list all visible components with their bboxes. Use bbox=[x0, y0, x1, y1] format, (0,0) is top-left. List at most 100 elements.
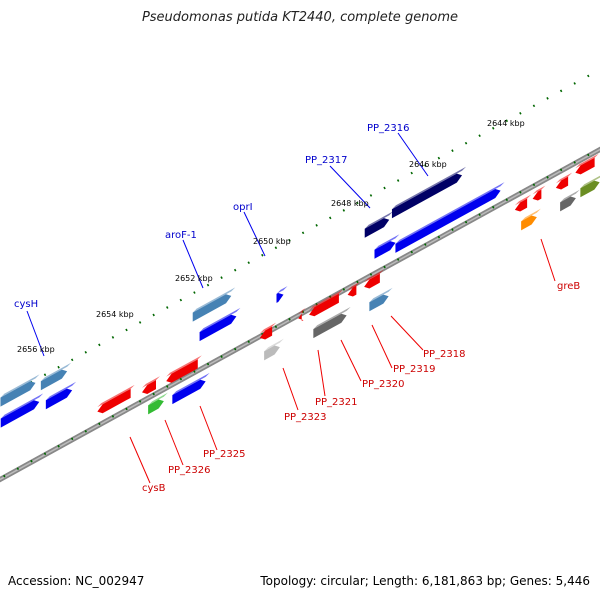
gene-label-pp2316[interactable]: PP_2316 bbox=[367, 123, 410, 134]
gene-label-pp2318[interactable]: PP_2318 bbox=[423, 349, 466, 360]
callout-line bbox=[129, 436, 151, 484]
scale-tick bbox=[125, 328, 128, 332]
scale-tick bbox=[274, 325, 278, 329]
scale-tick bbox=[152, 313, 155, 317]
gene-cysh-outer[interactable] bbox=[40, 362, 72, 391]
gene-pp2326-b[interactable] bbox=[148, 392, 168, 415]
gene-label-greb[interactable]: greB bbox=[557, 281, 580, 292]
scale-tick bbox=[424, 164, 427, 167]
scale-tick bbox=[220, 355, 223, 358]
scale-tick bbox=[369, 273, 373, 276]
gene-label-opri[interactable]: oprI bbox=[233, 202, 253, 213]
scale-tick bbox=[43, 452, 47, 456]
callout-line bbox=[329, 165, 371, 209]
scale-tick bbox=[3, 474, 6, 478]
gene-pp2325-b[interactable] bbox=[172, 372, 210, 405]
gene-cysh-left[interactable] bbox=[0, 374, 40, 407]
gene-arof1-outer[interactable] bbox=[192, 287, 236, 322]
gene-pp2321[interactable] bbox=[309, 289, 343, 317]
gene-right-red[interactable] bbox=[575, 153, 599, 175]
scale-tick bbox=[464, 220, 468, 224]
gene-pp2319[interactable] bbox=[369, 287, 393, 312]
scale-tick bbox=[491, 126, 495, 130]
gene-pp2318[interactable] bbox=[364, 269, 384, 289]
gene-pp2320[interactable] bbox=[347, 281, 361, 297]
scale-tick bbox=[356, 280, 359, 284]
scale-tick bbox=[220, 276, 223, 279]
scale-tick bbox=[329, 216, 332, 220]
gene-label-pp2326[interactable]: PP_2326 bbox=[168, 465, 211, 476]
scale-tick bbox=[559, 168, 563, 172]
scale-tick bbox=[206, 362, 210, 366]
gene-pp2323-small[interactable] bbox=[298, 308, 306, 322]
scale-label-2648: 2648 kbp bbox=[331, 199, 369, 208]
gene-pp2325[interactable] bbox=[166, 355, 202, 383]
callout-line bbox=[340, 339, 362, 382]
gene-label-cysb[interactable]: cysB bbox=[142, 483, 166, 494]
callout-line bbox=[317, 349, 326, 397]
gene-label-pp2325[interactable]: PP_2325 bbox=[203, 449, 246, 460]
scale-tick bbox=[532, 104, 536, 108]
gene-pp2323[interactable] bbox=[259, 322, 277, 340]
gene-label-pp2317[interactable]: PP_2317 bbox=[305, 155, 348, 166]
gene-pp2316[interactable] bbox=[391, 166, 467, 219]
scale-tick bbox=[98, 343, 101, 347]
scale-tick bbox=[519, 111, 522, 115]
scale-tick bbox=[30, 459, 33, 463]
scale-tick bbox=[478, 134, 481, 138]
gene-right-olive[interactable] bbox=[580, 174, 600, 198]
scale-tick bbox=[84, 429, 88, 433]
gene-features bbox=[0, 153, 600, 428]
gene-right-red2[interactable] bbox=[555, 172, 573, 190]
accession-text: Accession: NC_002947 bbox=[8, 574, 145, 588]
gene-pp2324[interactable] bbox=[264, 338, 284, 361]
scale-tick bbox=[111, 336, 115, 339]
gene-greb-upper[interactable] bbox=[514, 194, 532, 212]
scale-tick bbox=[152, 392, 155, 396]
scale-label-2654: 2654 kbp bbox=[96, 310, 134, 319]
gene-pp2326[interactable] bbox=[141, 376, 161, 394]
scale-tick bbox=[437, 156, 441, 160]
scale-tick bbox=[70, 437, 74, 441]
scale-tick bbox=[383, 186, 386, 190]
gene-cysb[interactable] bbox=[97, 384, 135, 414]
gene-cysh-left2[interactable] bbox=[0, 393, 44, 428]
callout-line bbox=[371, 324, 393, 369]
callout-line bbox=[243, 211, 266, 257]
gene-pp2317[interactable] bbox=[364, 211, 394, 238]
gene-right-red3[interactable] bbox=[532, 185, 546, 201]
gene-label-arof1[interactable]: aroF-1 bbox=[165, 230, 197, 241]
scale-label-2646: 2646 kbp bbox=[409, 160, 447, 169]
scale-label-2644: 2644 kbp bbox=[487, 119, 525, 128]
scale-tick bbox=[98, 422, 101, 426]
gene-pp2317-inner[interactable] bbox=[374, 234, 400, 259]
scale-tick bbox=[288, 238, 291, 242]
callout-line bbox=[164, 419, 184, 466]
scale-tick bbox=[437, 235, 441, 239]
scale-tick bbox=[356, 201, 359, 205]
gene-greb[interactable] bbox=[521, 208, 541, 231]
scale-tick bbox=[519, 190, 522, 194]
gene-cysh[interactable] bbox=[45, 381, 77, 410]
gene-label-pp2319[interactable]: PP_2319 bbox=[393, 364, 436, 375]
gene-right-gray[interactable] bbox=[560, 189, 580, 212]
scale-tick bbox=[532, 183, 536, 187]
gene-pp2316-inner[interactable] bbox=[395, 182, 505, 253]
gene-arof1[interactable] bbox=[199, 307, 241, 342]
gene-pp2322[interactable] bbox=[313, 306, 351, 339]
genome-summary-text: Topology: circular; Length: 6,181,863 bp… bbox=[260, 574, 590, 588]
gene-label-pp2321[interactable]: PP_2321 bbox=[315, 397, 358, 408]
callout-line bbox=[182, 239, 204, 289]
scale-tick bbox=[288, 317, 291, 321]
gene-label-cysh[interactable]: cysH bbox=[14, 299, 38, 310]
gene-label-pp2320[interactable]: PP_2320 bbox=[362, 379, 405, 390]
gene-opri[interactable] bbox=[276, 286, 288, 303]
scale-label-2650: 2650 kbp bbox=[253, 237, 291, 246]
scale-tick bbox=[247, 340, 250, 344]
scale-tick bbox=[342, 288, 346, 291]
scale-tick bbox=[587, 153, 590, 157]
gene-label-pp2323[interactable]: PP_2323 bbox=[284, 412, 327, 423]
scale-tick bbox=[301, 231, 305, 235]
scale-tick bbox=[70, 358, 74, 362]
